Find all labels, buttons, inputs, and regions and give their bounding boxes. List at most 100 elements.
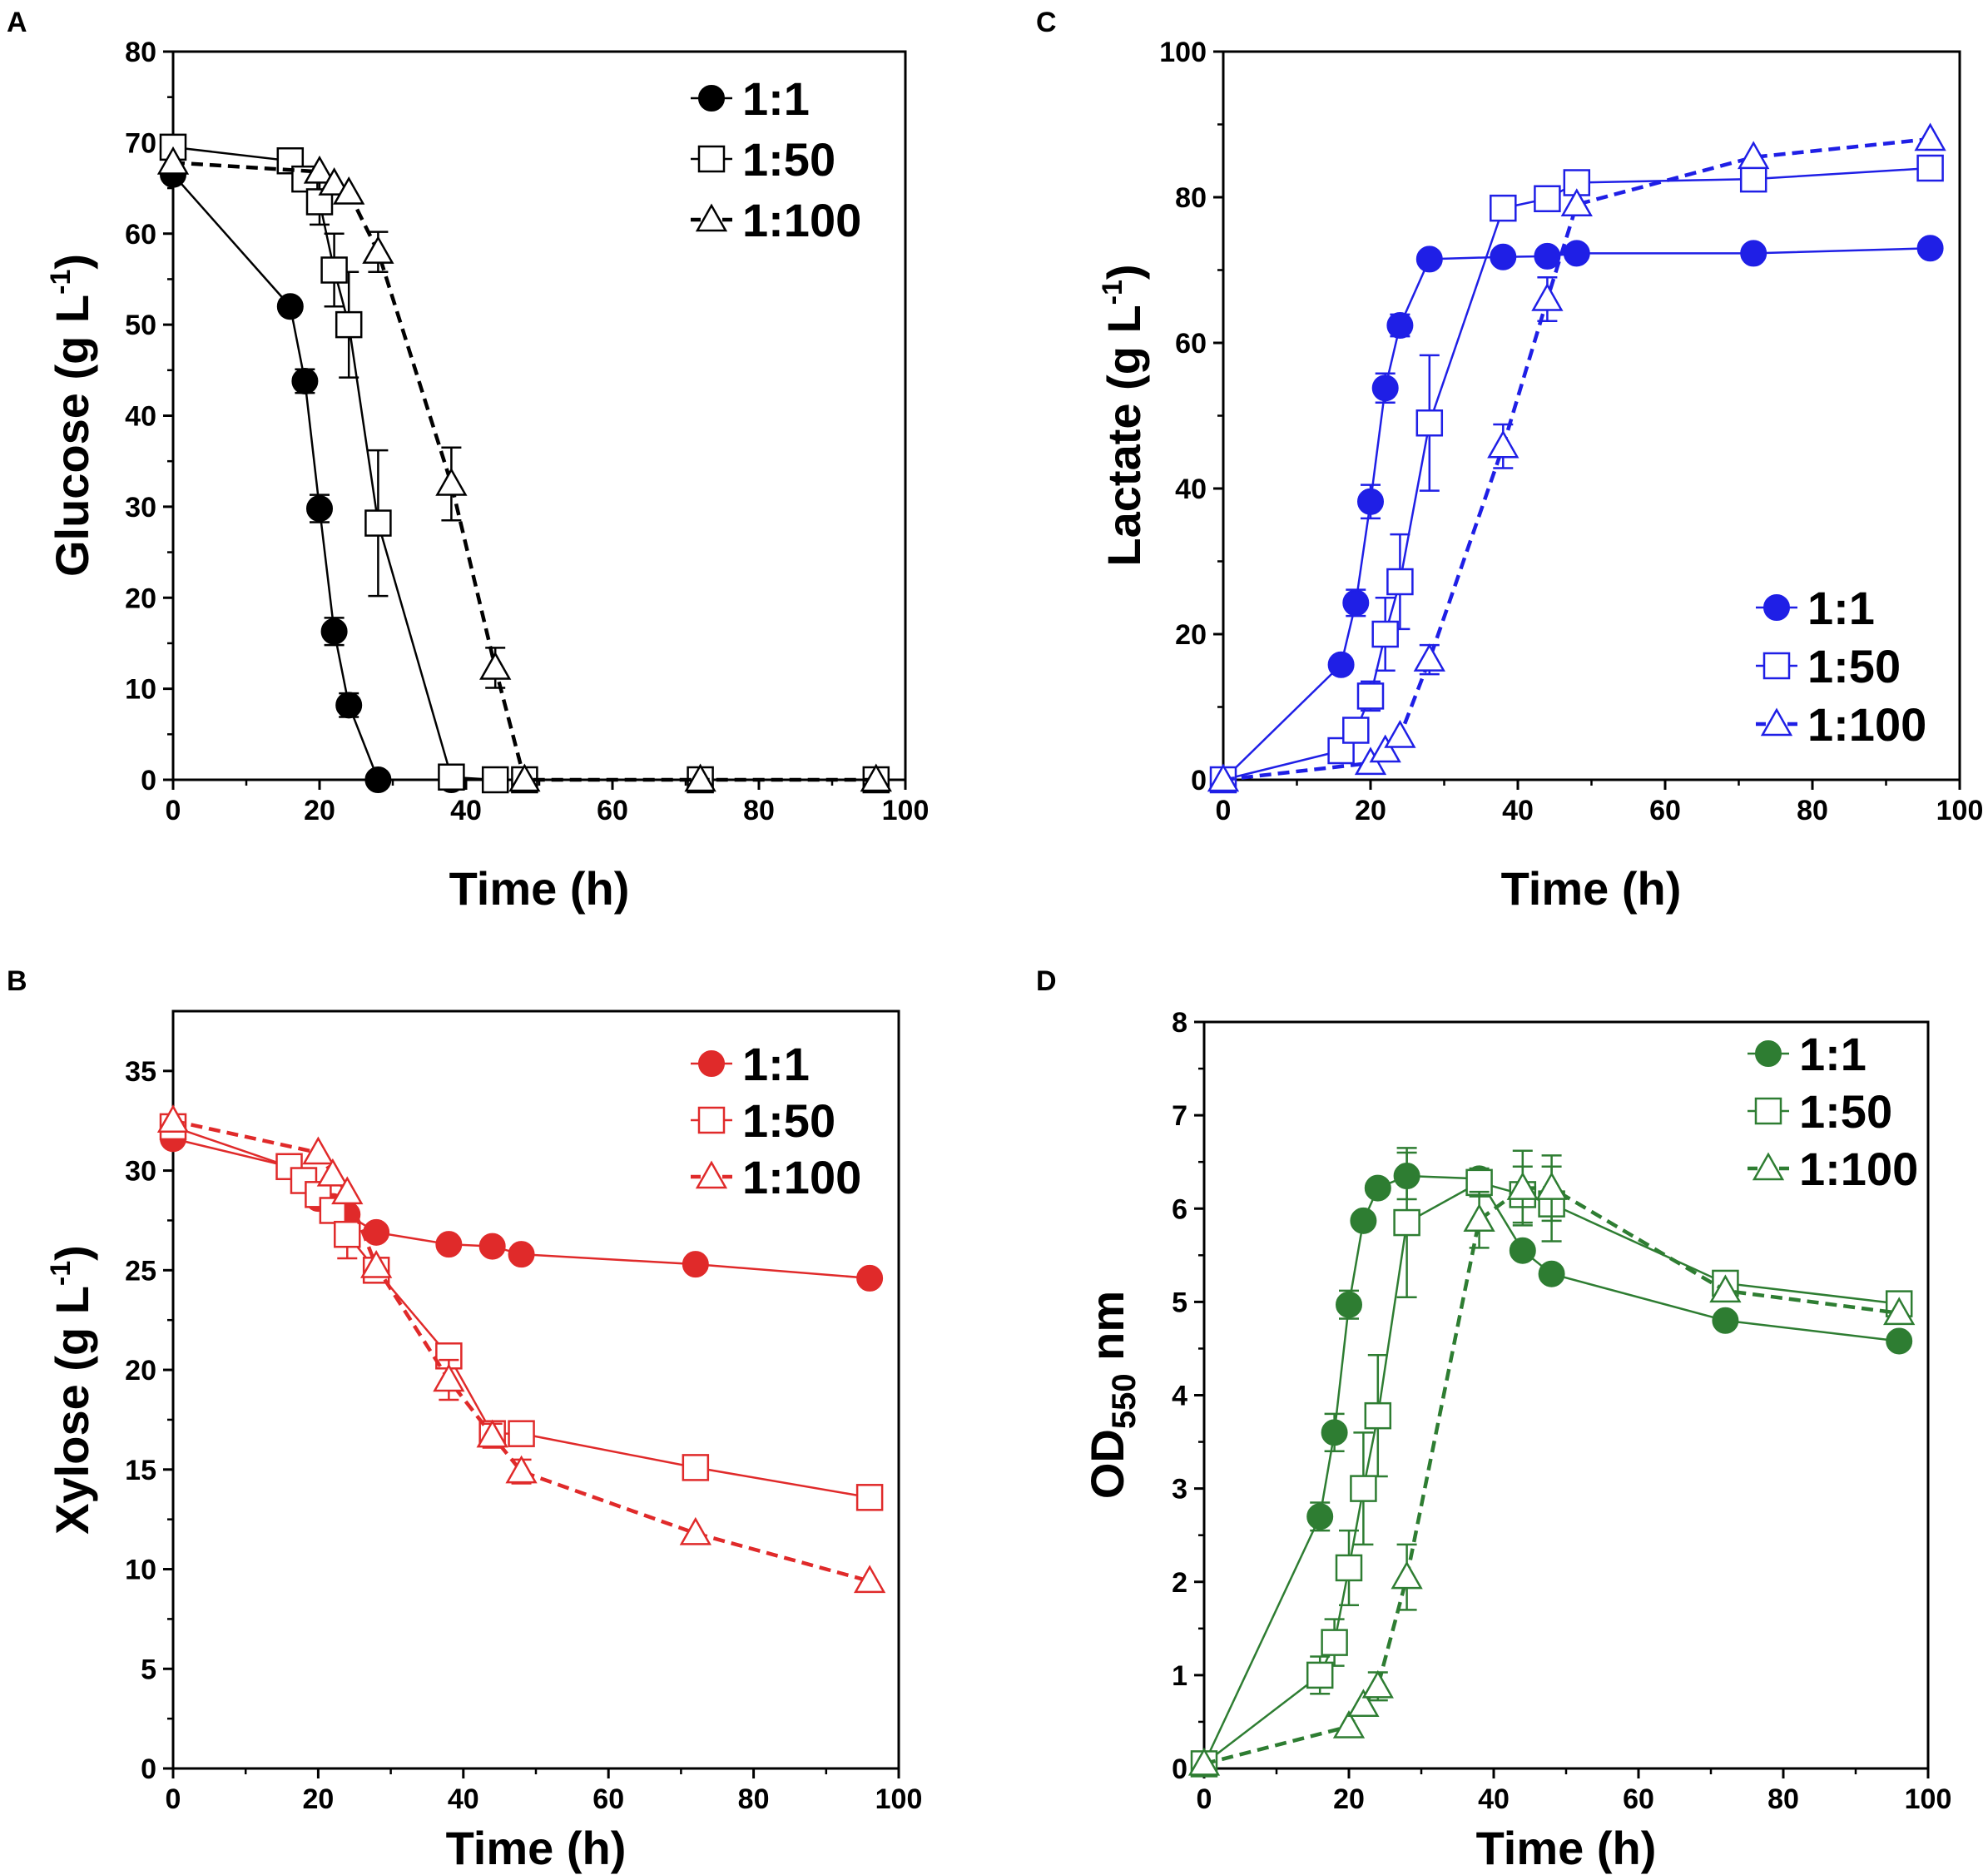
panel-b-x-axis-label: Time (h) (446, 1822, 627, 1874)
panel-a-y-axis-label: Glucose (g L-1) (45, 254, 98, 577)
panel-a-series-1-50-point (320, 256, 348, 284)
panel-b-series-1-100-point (476, 1419, 508, 1448)
panel-d-x-tick-label: 80 (1767, 1783, 1799, 1815)
panel-b-series-1-50-point (855, 1484, 884, 1511)
panel-a-y-tick-label: 80 (125, 37, 156, 68)
panel-d-series-1-50-point (1321, 1629, 1348, 1656)
panel-c-x-tick-label: 40 (1502, 795, 1534, 826)
panel-c-legend-marker (1763, 594, 1790, 621)
panel-c-series-1-1-point (1916, 235, 1944, 262)
panel-a-series-1-100-point (508, 763, 541, 792)
panel-c-series-1-50-point (1371, 620, 1399, 648)
panel-b-legend-label: 1:50 (742, 1094, 835, 1147)
panel-a-series-1-1-line (172, 173, 876, 781)
panel-d-y-tick-label: 3 (1172, 1474, 1187, 1505)
panel-a-y-tick-label: 60 (125, 219, 156, 250)
panel-a-legend-marker (697, 145, 726, 173)
panel-c-series-1-50-point (1415, 409, 1444, 437)
panel-d-x-tick-label: 20 (1333, 1783, 1365, 1815)
panel-c-series-1-1-point (1371, 375, 1399, 402)
panel-a-legend-marker (698, 85, 725, 112)
panel-a-x-axis-label: Time (h) (449, 862, 630, 915)
panel-b-series-1-1-point (682, 1251, 709, 1278)
panel-c-series-1-100-point (1207, 763, 1240, 792)
panel-c-series-1-100-point (1738, 141, 1770, 170)
panel-a-series-1-1-point (306, 495, 333, 523)
panel-a-y-tick-label: 20 (125, 583, 156, 614)
panel-a-series-1-100-point (333, 176, 365, 205)
panel-c-series-1-1-point (1342, 589, 1370, 617)
panel-c-x-tick-label: 100 (1936, 795, 1984, 826)
panel-c-legend-marker (1760, 707, 1793, 737)
panel-c-y-tick-label: 100 (1159, 37, 1207, 68)
panel-b-series-1-50-point (682, 1454, 710, 1481)
panel-b-x-tick-label: 80 (738, 1783, 770, 1815)
panel-a-series-1-1-point (276, 293, 304, 320)
panel-d-legend-marker (1755, 1040, 1782, 1067)
panel-a-series-1-100-point (362, 236, 394, 264)
panel-b-letter: B (7, 965, 27, 997)
panel-c-series-1-50-point (1342, 717, 1370, 744)
panel-b-series-1-100-point (505, 1455, 538, 1484)
panel-d-y-tick-label: 5 (1172, 1287, 1187, 1318)
panel-a-y-tick-label: 70 (125, 127, 156, 159)
panel-b-series-1-100-point (360, 1249, 393, 1278)
panel-c-series-1-100-point (1531, 282, 1564, 311)
panel-a-y-tick-label: 0 (141, 765, 156, 796)
panel-d-letter: D (1036, 965, 1057, 997)
panel-c-series-1-50-point (1916, 154, 1944, 182)
panel-c-series-1-1-point (1327, 651, 1355, 678)
panel-a-series-1-1-point (335, 692, 363, 719)
panel-d-series-1-100-point (1332, 1710, 1366, 1739)
panel-b-y-tick-label: 15 (125, 1455, 156, 1486)
panel-c-y-tick-label: 40 (1175, 474, 1207, 505)
panel-b-x-tick-label: 60 (592, 1783, 624, 1815)
panel-d-y-axis-label: OD550 nm (1081, 1291, 1143, 1499)
panel-b-legend-marker (698, 1050, 725, 1077)
panel-c-series-1-100-point (1487, 429, 1520, 459)
panel-d-x-axis-label: Time (h) (1476, 1822, 1657, 1874)
panel-d-y-tick-label: 4 (1172, 1381, 1187, 1412)
panel-a-legend-marker (695, 203, 728, 232)
panel-a-series-1-50-point (364, 509, 392, 537)
panel-b-x-tick-label: 0 (166, 1783, 181, 1815)
panel-c-y-tick-label: 60 (1175, 328, 1207, 360)
panel-a-legend-label: 1:1 (742, 72, 810, 125)
panel-d-series-1-1-point (1538, 1260, 1565, 1287)
panel-d-series-1-1-point (1712, 1307, 1739, 1334)
panel-d-series-1-50-point (1350, 1475, 1377, 1502)
panel-b-series-1-1-point (478, 1233, 506, 1260)
panel-c-y-tick-label: 0 (1191, 765, 1207, 796)
panel-d-series-1-100-point (1361, 1669, 1394, 1699)
panel-c-series-1-1-point (1357, 488, 1384, 515)
panel-a-x-tick-label: 20 (304, 795, 335, 826)
panel-a-y-tick-label: 10 (125, 674, 156, 706)
panel-c-series-1-1-point (1563, 240, 1590, 267)
panel-d-series-1-1-point (1364, 1174, 1391, 1202)
panel-a-series-1-1-point (320, 618, 348, 645)
panel-b: B Time (h) Xylose (g L-1) 0 20 40 60 80 100 0 5… (7, 965, 922, 1874)
panel-d-x-tick-label: 100 (1905, 1783, 1952, 1815)
panel-d-y-tick-label: 2 (1172, 1567, 1187, 1599)
panel-b-legend-label: 1:1 (742, 1038, 810, 1090)
panel-a-x-tick-label: 60 (597, 795, 628, 826)
panel-d-legend-marker (1754, 1097, 1782, 1125)
panel-c: C Time (h) Lactate (g L-1) 0 20 40 60 80 100 0… (1036, 7, 1983, 915)
panel-a-y-tick-label: 40 (125, 401, 156, 433)
panel-b-y-tick-label: 30 (125, 1156, 156, 1188)
panel-b-series-1-1-point (508, 1241, 535, 1268)
panel-a-letter: A (7, 7, 27, 38)
panel-c-legend-label: 1:50 (1807, 640, 1901, 692)
panel-d-series-1-50-point (1364, 1401, 1392, 1430)
panel-c-series-1-100-point (1914, 122, 1946, 151)
panel-a-x-tick-label: 0 (166, 795, 181, 826)
panel-a-series-1-100-point (435, 467, 468, 496)
panel-d-series-1-100-point (1347, 1689, 1380, 1718)
panel-a-series-1-50-point (335, 310, 363, 339)
panel-a-series-1-100-point (303, 155, 336, 184)
panel-c-series-1-1-point (1740, 240, 1767, 267)
panel-a-series-1-1-point (364, 766, 392, 793)
panel-d-legend-label: 1:1 (1799, 1028, 1867, 1080)
panel-d-series-1-50-point (1335, 1554, 1363, 1582)
panel-b-x-tick-label: 100 (875, 1783, 923, 1815)
